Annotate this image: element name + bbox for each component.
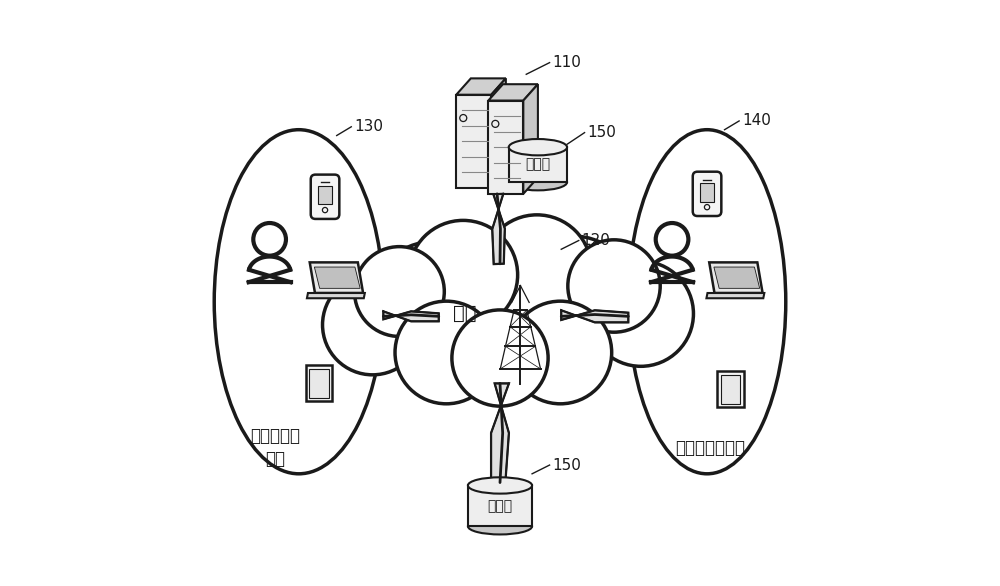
Polygon shape (491, 79, 506, 188)
Bar (306, 366, 332, 401)
Circle shape (588, 261, 693, 366)
Ellipse shape (628, 130, 786, 474)
Circle shape (409, 220, 518, 329)
Polygon shape (488, 84, 538, 101)
Text: 服务提供方终端: 服务提供方终端 (675, 438, 745, 456)
Polygon shape (709, 263, 763, 293)
Bar (717, 371, 744, 407)
FancyBboxPatch shape (456, 95, 491, 188)
Polygon shape (492, 193, 505, 264)
FancyBboxPatch shape (488, 101, 523, 194)
Ellipse shape (509, 139, 567, 155)
Text: 网络: 网络 (453, 304, 477, 323)
Text: 150: 150 (587, 125, 616, 140)
Bar (509, 147, 567, 182)
Polygon shape (383, 311, 439, 321)
Polygon shape (307, 293, 365, 298)
Polygon shape (561, 311, 628, 322)
Circle shape (395, 301, 498, 404)
Ellipse shape (214, 130, 383, 474)
Circle shape (372, 241, 494, 363)
Ellipse shape (509, 174, 567, 190)
Polygon shape (523, 84, 538, 194)
Circle shape (513, 236, 635, 358)
Bar (468, 485, 532, 526)
Ellipse shape (468, 478, 532, 493)
Polygon shape (310, 263, 363, 293)
Text: 150: 150 (552, 458, 581, 472)
Bar (318, 186, 332, 205)
Polygon shape (706, 293, 764, 298)
Polygon shape (314, 267, 360, 288)
FancyBboxPatch shape (693, 172, 721, 216)
Text: 120: 120 (582, 233, 611, 248)
Text: 数据库: 数据库 (525, 158, 550, 172)
Polygon shape (491, 383, 509, 482)
Circle shape (509, 301, 612, 404)
Polygon shape (714, 267, 760, 288)
Circle shape (482, 215, 591, 324)
Ellipse shape (468, 518, 532, 534)
Circle shape (568, 240, 660, 332)
Text: 110: 110 (552, 55, 581, 70)
Circle shape (323, 275, 423, 375)
Bar (309, 369, 329, 398)
Text: 服务请求方
终端: 服务请求方 终端 (250, 427, 300, 468)
Circle shape (354, 247, 444, 336)
Circle shape (452, 310, 548, 406)
Text: 140: 140 (742, 114, 771, 128)
Circle shape (426, 246, 574, 393)
Bar (700, 183, 714, 202)
FancyBboxPatch shape (311, 175, 339, 219)
Text: 130: 130 (354, 120, 383, 134)
Bar (721, 374, 740, 404)
Text: 数据库: 数据库 (487, 499, 513, 513)
Polygon shape (456, 79, 506, 95)
